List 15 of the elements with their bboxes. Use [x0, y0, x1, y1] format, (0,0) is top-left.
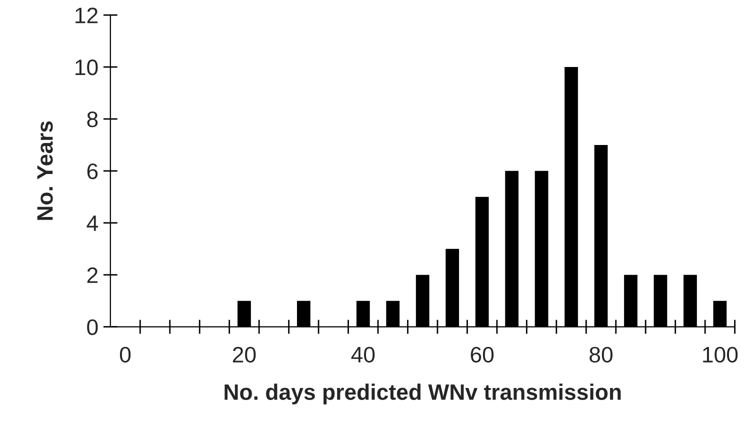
y-tick-label: 2	[87, 267, 98, 283]
x-tick-label: 60	[470, 346, 494, 363]
y-tick-label: 4	[86, 216, 98, 231]
x-tick-label: 40	[351, 346, 375, 363]
y-tick-label: 0	[87, 319, 98, 336]
y-tick-label: 12	[76, 8, 98, 24]
y-tick-label: 10	[76, 60, 98, 76]
x-tick-label: 100	[703, 346, 738, 363]
y-tick-label: 8	[87, 112, 98, 128]
x-tick-label: 20	[232, 346, 256, 363]
y-axis-title: No. Years	[37, 121, 53, 220]
y-tick-label: 6	[87, 163, 98, 180]
x-tick-label: 0	[120, 346, 131, 363]
x-axis-title: No. days predicted WNv transmission	[224, 384, 621, 404]
x-tick-label: 80	[590, 346, 612, 363]
